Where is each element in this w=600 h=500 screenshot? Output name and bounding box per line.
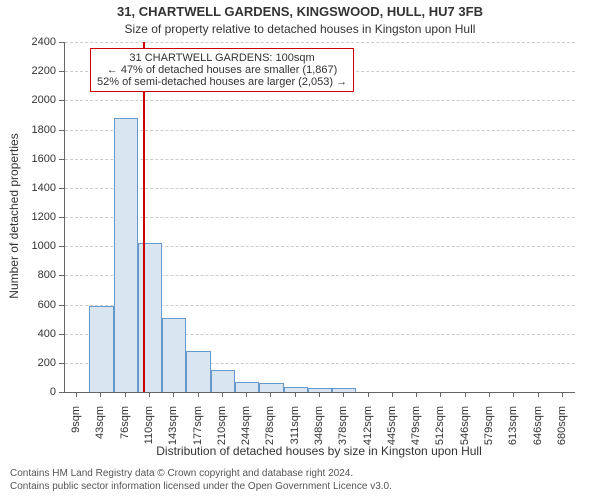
gridline [65,188,575,189]
xtick-label: 9sqm [70,406,82,456]
xtick-mark [416,392,417,397]
gridline [65,100,575,101]
chart-subtitle: Size of property relative to detached ho… [0,22,600,36]
xtick-label: 278sqm [264,406,276,456]
ytick-mark [59,42,64,43]
xtick-mark [246,392,247,397]
ytick-label: 1200 [24,211,56,223]
xtick-mark [440,392,441,397]
gridline [65,42,575,43]
xtick-label: 348sqm [313,406,325,456]
ytick-mark [59,334,64,335]
ytick-mark [59,71,64,72]
xtick-label: 579sqm [483,406,495,456]
xtick-mark [198,392,199,397]
ytick-label: 0 [24,386,56,398]
xtick-label: 177sqm [192,406,204,456]
reference-marker-line [143,42,145,392]
ytick-label: 400 [24,328,56,340]
xtick-label: 143sqm [167,406,179,456]
xtick-label: 680sqm [556,406,568,456]
xtick-mark [465,392,466,397]
histogram-bar [89,306,113,392]
ytick-mark [59,392,64,393]
histogram-bar [284,387,308,392]
xtick-mark [392,392,393,397]
ytick-mark [59,363,64,364]
footer-line-1: Contains HM Land Registry data © Crown c… [10,468,392,481]
ytick-mark [59,130,64,131]
histogram-bar [186,351,210,392]
gridline [65,130,575,131]
xtick-label: 546sqm [459,406,471,456]
annotation-line-3: 52% of semi-detached houses are larger (… [97,76,347,88]
histogram-bar [332,388,356,392]
xtick-mark [125,392,126,397]
annotation-line-1: 31 CHARTWELL GARDENS: 100sqm [97,52,347,64]
ytick-mark [59,100,64,101]
ytick-label: 1600 [24,153,56,165]
xtick-mark [343,392,344,397]
ytick-mark [59,305,64,306]
xtick-label: 646sqm [532,406,544,456]
xtick-mark [562,392,563,397]
annotation-box: 31 CHARTWELL GARDENS: 100sqm ← 47% of de… [90,48,354,92]
ytick-label: 2000 [24,94,56,106]
xtick-label: 512sqm [434,406,446,456]
ytick-label: 200 [24,357,56,369]
gridline [65,217,575,218]
xtick-mark [513,392,514,397]
xtick-mark [173,392,174,397]
ytick-label: 2400 [24,36,56,48]
xtick-label: 613sqm [507,406,519,456]
xtick-label: 244sqm [240,406,252,456]
xtick-mark [538,392,539,397]
ytick-mark [59,188,64,189]
xtick-label: 311sqm [289,406,301,456]
histogram-bar [114,118,138,392]
histogram-bar [162,318,186,392]
gridline [65,159,575,160]
xtick-mark [149,392,150,397]
histogram-bar [259,383,283,392]
histogram-bar [235,382,259,392]
xtick-label: 445sqm [386,406,398,456]
ytick-label: 600 [24,299,56,311]
xtick-mark [295,392,296,397]
ytick-label: 1000 [24,240,56,252]
xtick-label: 110sqm [143,406,155,456]
plot-area [64,42,575,393]
chart-title: 31, CHARTWELL GARDENS, KINGSWOOD, HULL, … [0,4,600,19]
xtick-mark [76,392,77,397]
ytick-mark [59,217,64,218]
xtick-label: 43sqm [94,406,106,456]
y-axis-label: Number of detached properties [7,41,21,391]
ytick-label: 2200 [24,65,56,77]
footer-line-2: Contains public sector information licen… [10,481,392,494]
ytick-label: 1800 [24,124,56,136]
annotation-line-2: ← 47% of detached houses are smaller (1,… [97,64,347,76]
xtick-label: 76sqm [119,406,131,456]
xtick-mark [270,392,271,397]
xtick-mark [368,392,369,397]
ytick-label: 800 [24,269,56,281]
ytick-mark [59,275,64,276]
xtick-mark [100,392,101,397]
xtick-mark [319,392,320,397]
xtick-label: 210sqm [216,406,228,456]
xtick-label: 412sqm [362,406,374,456]
histogram-bar [211,370,235,392]
ytick-mark [59,246,64,247]
xtick-mark [489,392,490,397]
xtick-label: 479sqm [410,406,422,456]
xtick-label: 378sqm [337,406,349,456]
histogram-bar [138,243,162,392]
xtick-mark [222,392,223,397]
ytick-mark [59,159,64,160]
footer-attribution: Contains HM Land Registry data © Crown c… [10,468,392,493]
ytick-label: 1400 [24,182,56,194]
